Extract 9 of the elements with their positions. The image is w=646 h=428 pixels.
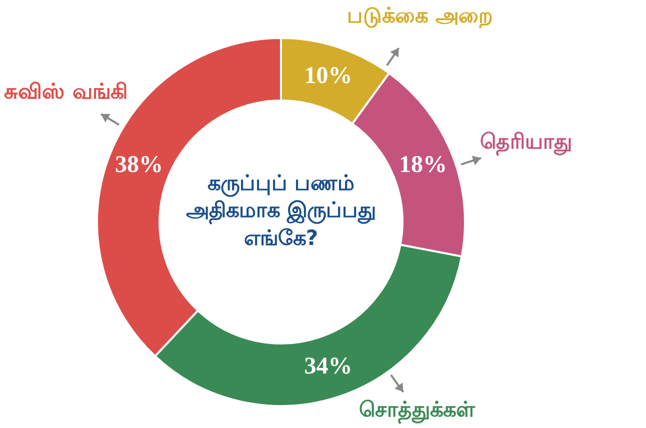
slice-label: சுவிஸ் வங்கி — [4, 80, 128, 104]
slice-label: படுக்கை அறை — [347, 3, 492, 28]
text: கருப்புப் பணம் அதிகமாக இருப்பது எங்கே? — [184, 170, 378, 252]
data-label: 38% — [115, 152, 164, 178]
data-label: 10% — [304, 62, 352, 89]
data-label: 18% — [398, 152, 447, 178]
slice-label: தெரியாது — [480, 130, 572, 157]
data-label: 34% — [304, 353, 352, 380]
slice-label: சொத்துக்கள் — [359, 397, 476, 424]
